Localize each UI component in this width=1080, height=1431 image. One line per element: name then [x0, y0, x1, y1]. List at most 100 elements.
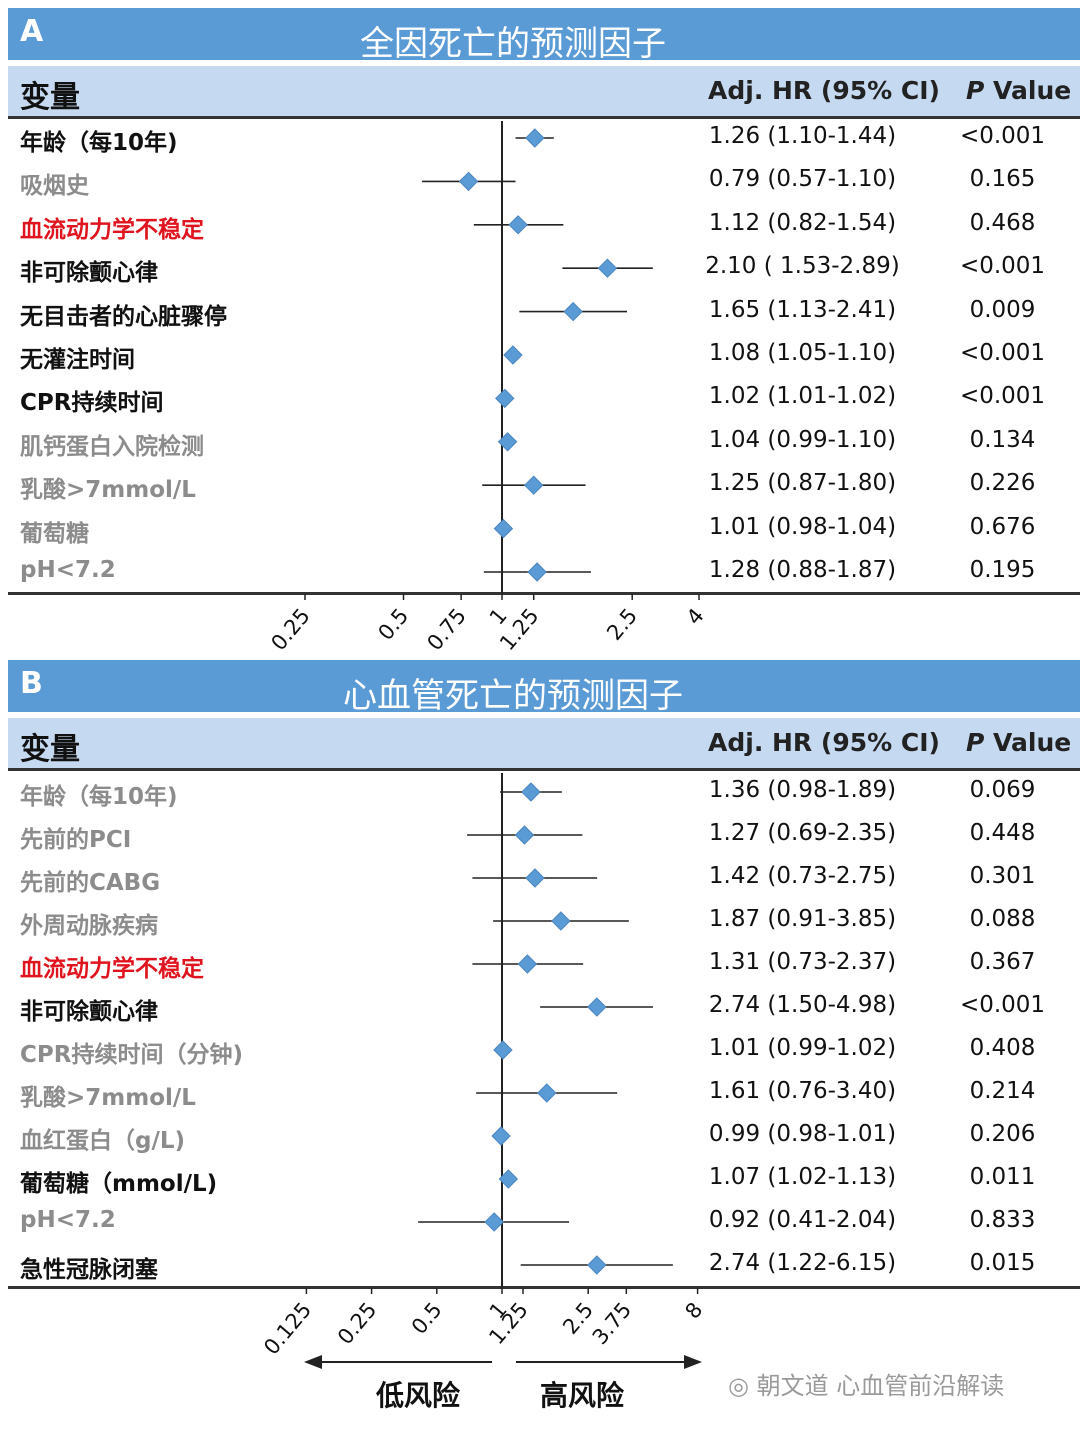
panel-a-title: 全因死亡的预测因子: [360, 24, 666, 64]
hr-value: 0.92 (0.41-2.04): [708, 1207, 897, 1233]
row-label: pH<7.2: [20, 1207, 116, 1233]
x-tick-label: 4: [682, 604, 709, 630]
panel-a-letter: A: [20, 14, 44, 49]
p-value: 0.214: [969, 1078, 1036, 1104]
row-label: 年龄（每10年): [20, 130, 178, 156]
low-risk-arrowhead: [304, 1355, 322, 1369]
hr-diamond: [497, 432, 518, 452]
hr-value: 1.31 (0.73-2.37): [708, 949, 897, 975]
p-value: 0.015: [969, 1250, 1036, 1276]
panel-b-bottom-rule: [8, 1286, 1080, 1289]
panel-b-header: 变量 Adj. HR (95% CI) P Value: [8, 718, 1080, 771]
p-value: 0.448: [969, 820, 1036, 846]
hr-value: 2.10 ( 1.53-2.89): [705, 253, 900, 280]
hr-diamond: [458, 171, 479, 192]
hr-value: 1.36 (0.98-1.89): [708, 777, 897, 803]
hr-value: 1.27 (0.69-2.35): [708, 820, 897, 846]
p-value: <0.001: [959, 253, 1046, 280]
hr-diamond: [508, 215, 528, 235]
row-label: 葡萄糖: [20, 520, 89, 547]
hr-diamond: [493, 518, 514, 539]
panel-a-header-variable: 变量: [20, 80, 80, 115]
p-value: 0.069: [969, 777, 1036, 803]
hr-value: 1.26 (1.10-1.44): [708, 123, 897, 149]
x-tick-label: 2.5: [602, 604, 642, 645]
panel-a-forest-plot: 0.25 0.5 0.75 11.25 2.5 4: [266, 121, 709, 655]
panel-b-title-bar: B 心血管死亡的预测因子: [8, 660, 1080, 716]
p-value: 0.206: [969, 1121, 1036, 1147]
hr-value: 1.02 (1.01-1.02): [708, 383, 897, 410]
low-risk-label: 低风险: [376, 1379, 461, 1412]
row-label: 血流动力学不稳定: [20, 216, 204, 243]
hr-value: 1.25 (0.87-1.80): [708, 470, 897, 497]
row-label: 先前的CABG: [20, 870, 161, 896]
panel-a-header-p-rest: Value: [984, 76, 1072, 105]
hr-value: 1.04 (0.99-1.10): [708, 426, 897, 453]
panel-a-header-p-italic: P: [966, 76, 985, 105]
watermark-text: 朝文道 心血管前沿解读: [756, 1372, 1005, 1400]
hr-diamond: [503, 345, 523, 365]
hr-value: 1.07 (1.02-1.13): [708, 1164, 897, 1190]
hr-value: 0.79 (0.57-1.10): [708, 166, 897, 193]
x-tick-label: 0.25: [333, 1298, 381, 1349]
hr-diamond: [563, 301, 583, 322]
row-label: 葡萄糖（mmol/L): [20, 1171, 218, 1197]
p-value: 0.468: [969, 209, 1036, 236]
p-value: 0.833: [969, 1207, 1036, 1233]
panel-a-header-p: P Value: [966, 76, 1071, 105]
hr-value: 1.08 (1.05-1.10): [708, 340, 897, 366]
hr-value: 1.61 (0.76-3.40): [708, 1078, 897, 1104]
hr-value: 2.74 (1.22-6.15): [708, 1250, 897, 1276]
p-value: 0.301: [969, 863, 1036, 889]
hr-diamond: [525, 868, 545, 888]
hr-diamond: [537, 1083, 557, 1103]
hr-diamond: [527, 562, 547, 582]
x-tick-label: 0.25: [266, 604, 314, 655]
row-label: 血流动力学不稳定: [20, 956, 204, 982]
row-label: 年龄（每10年): [20, 784, 178, 810]
high-risk-arrowhead: [684, 1355, 702, 1369]
panel-b-forest-plot: 0.125 0.25 0.5 11.25 2.53.75 8: [259, 773, 707, 1369]
hr-diamond: [587, 1255, 607, 1275]
watermark: ◎ 朝文道 心血管前沿解读: [728, 1366, 1004, 1401]
row-label: 乳酸>7mmol/L: [20, 477, 196, 504]
hr-value: 1.28 (0.88-1.87): [708, 557, 897, 583]
row-label: 无目击者的心脏骤停: [20, 303, 227, 330]
panel-b-header-hr: Adj. HR (95% CI): [708, 728, 940, 757]
panel-a-header: 变量 Adj. HR (95% CI) P Value: [8, 66, 1080, 119]
panel-b-header-variable: 变量: [20, 732, 80, 767]
p-value: <0.001: [959, 383, 1046, 410]
panel-b-title: 心血管死亡的预测因子: [343, 676, 683, 716]
hr-diamond: [514, 825, 535, 845]
hr-diamond: [498, 1169, 519, 1189]
p-value: <0.001: [959, 992, 1046, 1018]
panel-a-bottom-rule: [8, 592, 1080, 595]
row-label: 无灌注时间: [20, 347, 135, 373]
hr-diamond: [587, 997, 607, 1017]
x-tick-label: 8: [680, 1298, 707, 1324]
row-label: 急性冠脉闭塞: [20, 1257, 158, 1283]
panel-b-header-p: P Value: [966, 728, 1071, 757]
x-tick-label: 0.75: [423, 604, 471, 655]
x-tick-label: 0.5: [407, 1298, 447, 1339]
hr-value: 1.87 (0.91-3.85): [708, 906, 897, 932]
panel-b-letter: B: [20, 666, 43, 701]
p-value: 0.009: [969, 296, 1036, 323]
row-label: 吸烟史: [20, 173, 89, 200]
hr-value: 1.42 (0.73-2.75): [708, 863, 897, 889]
panel-a-title-bar: A 全因死亡的预测因子: [8, 8, 1080, 64]
row-label: 血红蛋白（g/L): [20, 1128, 186, 1154]
hr-diamond: [493, 1040, 513, 1060]
p-value: <0.001: [959, 123, 1046, 149]
p-value: 0.676: [969, 513, 1036, 540]
p-value: 0.408: [969, 1035, 1036, 1061]
p-value: 0.165: [969, 166, 1036, 193]
row-label: CPR持续时间: [20, 390, 164, 417]
hr-diamond: [517, 954, 538, 974]
row-label: 乳酸>7mmol/L: [20, 1085, 196, 1111]
panel-b-header-p-rest: Value: [984, 728, 1072, 757]
x-tick-label: 0.125: [259, 1298, 316, 1359]
panel-a-header-hr: Adj. HR (95% CI): [708, 76, 940, 105]
panel-b-header-p-italic: P: [966, 728, 985, 757]
hr-value: 1.01 (0.98-1.04): [708, 513, 897, 540]
